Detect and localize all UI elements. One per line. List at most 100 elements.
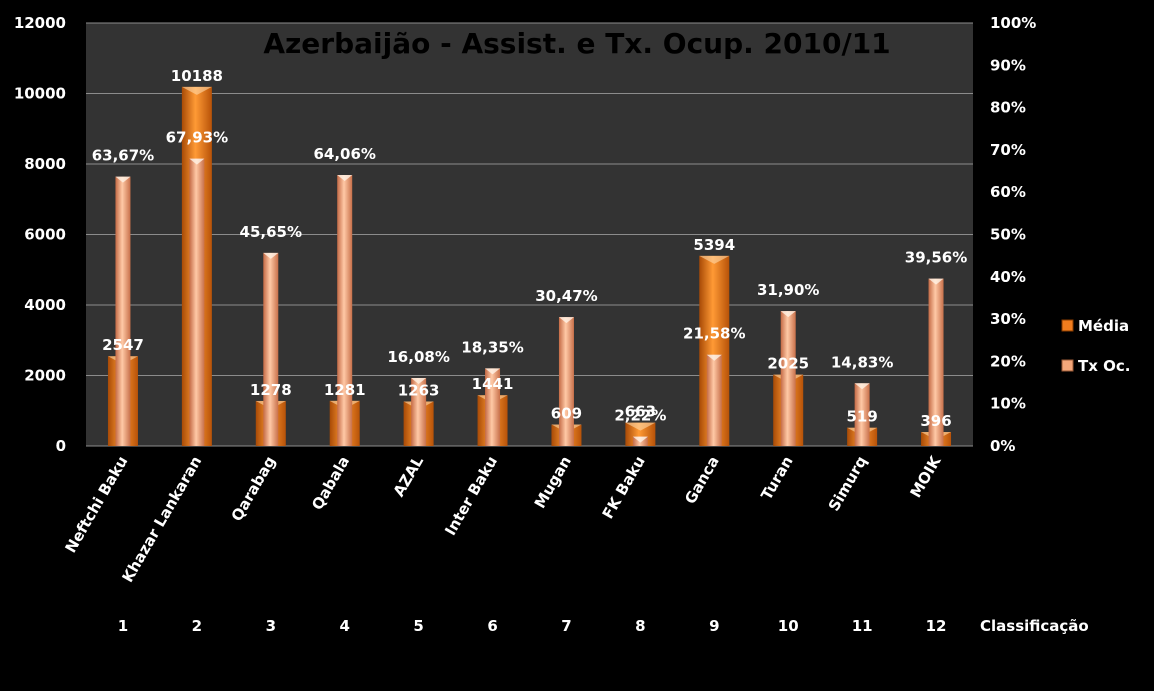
y-right-tick: 60% — [990, 183, 1026, 201]
rank-label: 10 — [778, 617, 799, 635]
rank-axis-label: Classificação — [980, 617, 1089, 635]
category-label: Neftchi Baku — [62, 453, 132, 556]
y-right-tick: 100% — [990, 14, 1036, 32]
tx-value-label: 16,08% — [387, 348, 449, 366]
bar-tx — [706, 354, 722, 446]
media-value-label: 1441 — [472, 375, 514, 393]
tx-value-label: 14,83% — [831, 353, 893, 371]
y-right-tick: 80% — [990, 99, 1026, 117]
right-axis-ticks: 0% 10% 20% 30% 40% 50% 60% 70% 80% 90% 100% — [990, 14, 1036, 455]
bar-tx-cap — [706, 354, 722, 361]
tx-value-label: 64,06% — [313, 145, 375, 163]
tx-data-labels: 63,67% 67,93% 45,65% 64,06% 16,08% 18,35% 30,4… — [92, 129, 968, 425]
rank-label: 12 — [926, 617, 947, 635]
category-label: FK Baku — [599, 453, 649, 522]
media-value-label: 1281 — [324, 381, 366, 399]
category-label: Ganca — [681, 453, 723, 507]
y-right-tick: 90% — [990, 56, 1026, 74]
bar-tx-cap — [780, 311, 796, 318]
bar-tx-cap — [854, 383, 870, 390]
bar-media-cap — [181, 86, 212, 95]
bar-tx — [854, 383, 870, 446]
tx-value-label: 67,93% — [166, 129, 228, 147]
tx-value-label: 30,47% — [535, 287, 597, 305]
category-label: Inter Baku — [441, 453, 501, 539]
bar-tx-cap — [632, 436, 648, 443]
tx-value-label: 18,35% — [461, 338, 523, 356]
legend-label-media: Média — [1078, 317, 1129, 335]
chart-title: Azerbaijão - Assist. e Tx. Ocup. 2010/11 — [263, 27, 890, 60]
media-value-label: 1263 — [398, 381, 440, 399]
legend-label-tx: Tx Oc. — [1078, 357, 1130, 375]
media-value-label: 396 — [920, 412, 951, 430]
y-right-tick: 30% — [990, 310, 1026, 328]
y-left-tick: 0 — [56, 437, 66, 455]
bar-tx — [485, 368, 501, 446]
bar-tx-cap — [115, 176, 131, 183]
tx-value-label: 21,58% — [683, 325, 745, 343]
bar-tx — [928, 278, 944, 446]
legend-swatch-tx — [1061, 359, 1074, 372]
media-value-label: 2025 — [767, 355, 809, 373]
y-left-tick: 4000 — [24, 296, 66, 314]
category-label: MOIK — [906, 452, 945, 501]
tx-value-label: 31,90% — [757, 281, 819, 299]
rank-label: 1 — [118, 617, 128, 635]
y-right-tick: 0% — [990, 437, 1015, 455]
y-left-tick: 10000 — [14, 85, 66, 103]
y-right-tick: 20% — [990, 352, 1026, 370]
media-data-labels: 2547 10188 1278 1281 1263 1441 609 663 5394 2025 5… — [102, 67, 952, 430]
media-value-label: 609 — [551, 405, 582, 423]
bar-tx-cap — [411, 377, 427, 384]
bar-tx-cap — [189, 158, 205, 165]
category-label: Khazar Lankaran — [118, 453, 205, 585]
legend: Média Tx Oc. — [1061, 317, 1130, 375]
y-left-tick: 12000 — [14, 14, 66, 32]
media-value-label: 10188 — [171, 67, 223, 85]
bar-tx-cap — [558, 317, 574, 324]
media-value-label: 1278 — [250, 381, 292, 399]
rank-label: 9 — [709, 617, 719, 635]
y-right-tick: 10% — [990, 395, 1026, 413]
category-label: Turan — [757, 453, 796, 503]
category-label: Qabala — [308, 453, 353, 513]
bar-tx-cap — [928, 278, 944, 285]
tx-value-label: 2,22% — [614, 407, 666, 425]
y-left-tick: 2000 — [24, 367, 66, 385]
left-axis-ticks: 0 2000 4000 6000 8000 10000 12000 — [14, 14, 66, 455]
tx-value-label: 39,56% — [905, 249, 967, 267]
rank-label: 4 — [339, 617, 349, 635]
bar-tx — [411, 377, 427, 446]
tx-value-label: 45,65% — [240, 223, 302, 241]
rank-label: 3 — [266, 617, 276, 635]
y-left-tick: 6000 — [24, 226, 66, 244]
bar-tx — [558, 317, 574, 446]
rank-label: 2 — [192, 617, 202, 635]
y-left-tick: 8000 — [24, 155, 66, 173]
bar-tx — [263, 252, 279, 446]
rank-labels: 1 2 3 4 5 6 7 8 9 10 11 12 — [118, 617, 947, 635]
bar-tx — [189, 158, 205, 446]
legend-swatch-media — [1061, 319, 1074, 332]
media-value-label: 5394 — [693, 236, 735, 254]
tx-value-label: 63,67% — [92, 147, 154, 165]
bar-media-cap — [699, 255, 730, 264]
y-right-tick: 70% — [990, 141, 1026, 159]
y-right-tick: 40% — [990, 268, 1026, 286]
rank-label: 11 — [852, 617, 873, 635]
bar-tx-cap — [263, 252, 279, 259]
category-label: Simurq — [825, 453, 871, 514]
rank-label: 7 — [561, 617, 571, 635]
bar-media-cap — [625, 422, 656, 431]
category-label: AZAL — [390, 453, 428, 500]
tx-series — [115, 158, 944, 447]
rank-label: 5 — [413, 617, 423, 635]
category-label: Qarabag — [228, 453, 280, 524]
bar-tx-cap — [337, 175, 353, 182]
media-value-label: 519 — [846, 408, 877, 426]
gridlines — [86, 22, 973, 447]
bar-tx — [115, 176, 131, 446]
media-value-label: 2547 — [102, 336, 144, 354]
